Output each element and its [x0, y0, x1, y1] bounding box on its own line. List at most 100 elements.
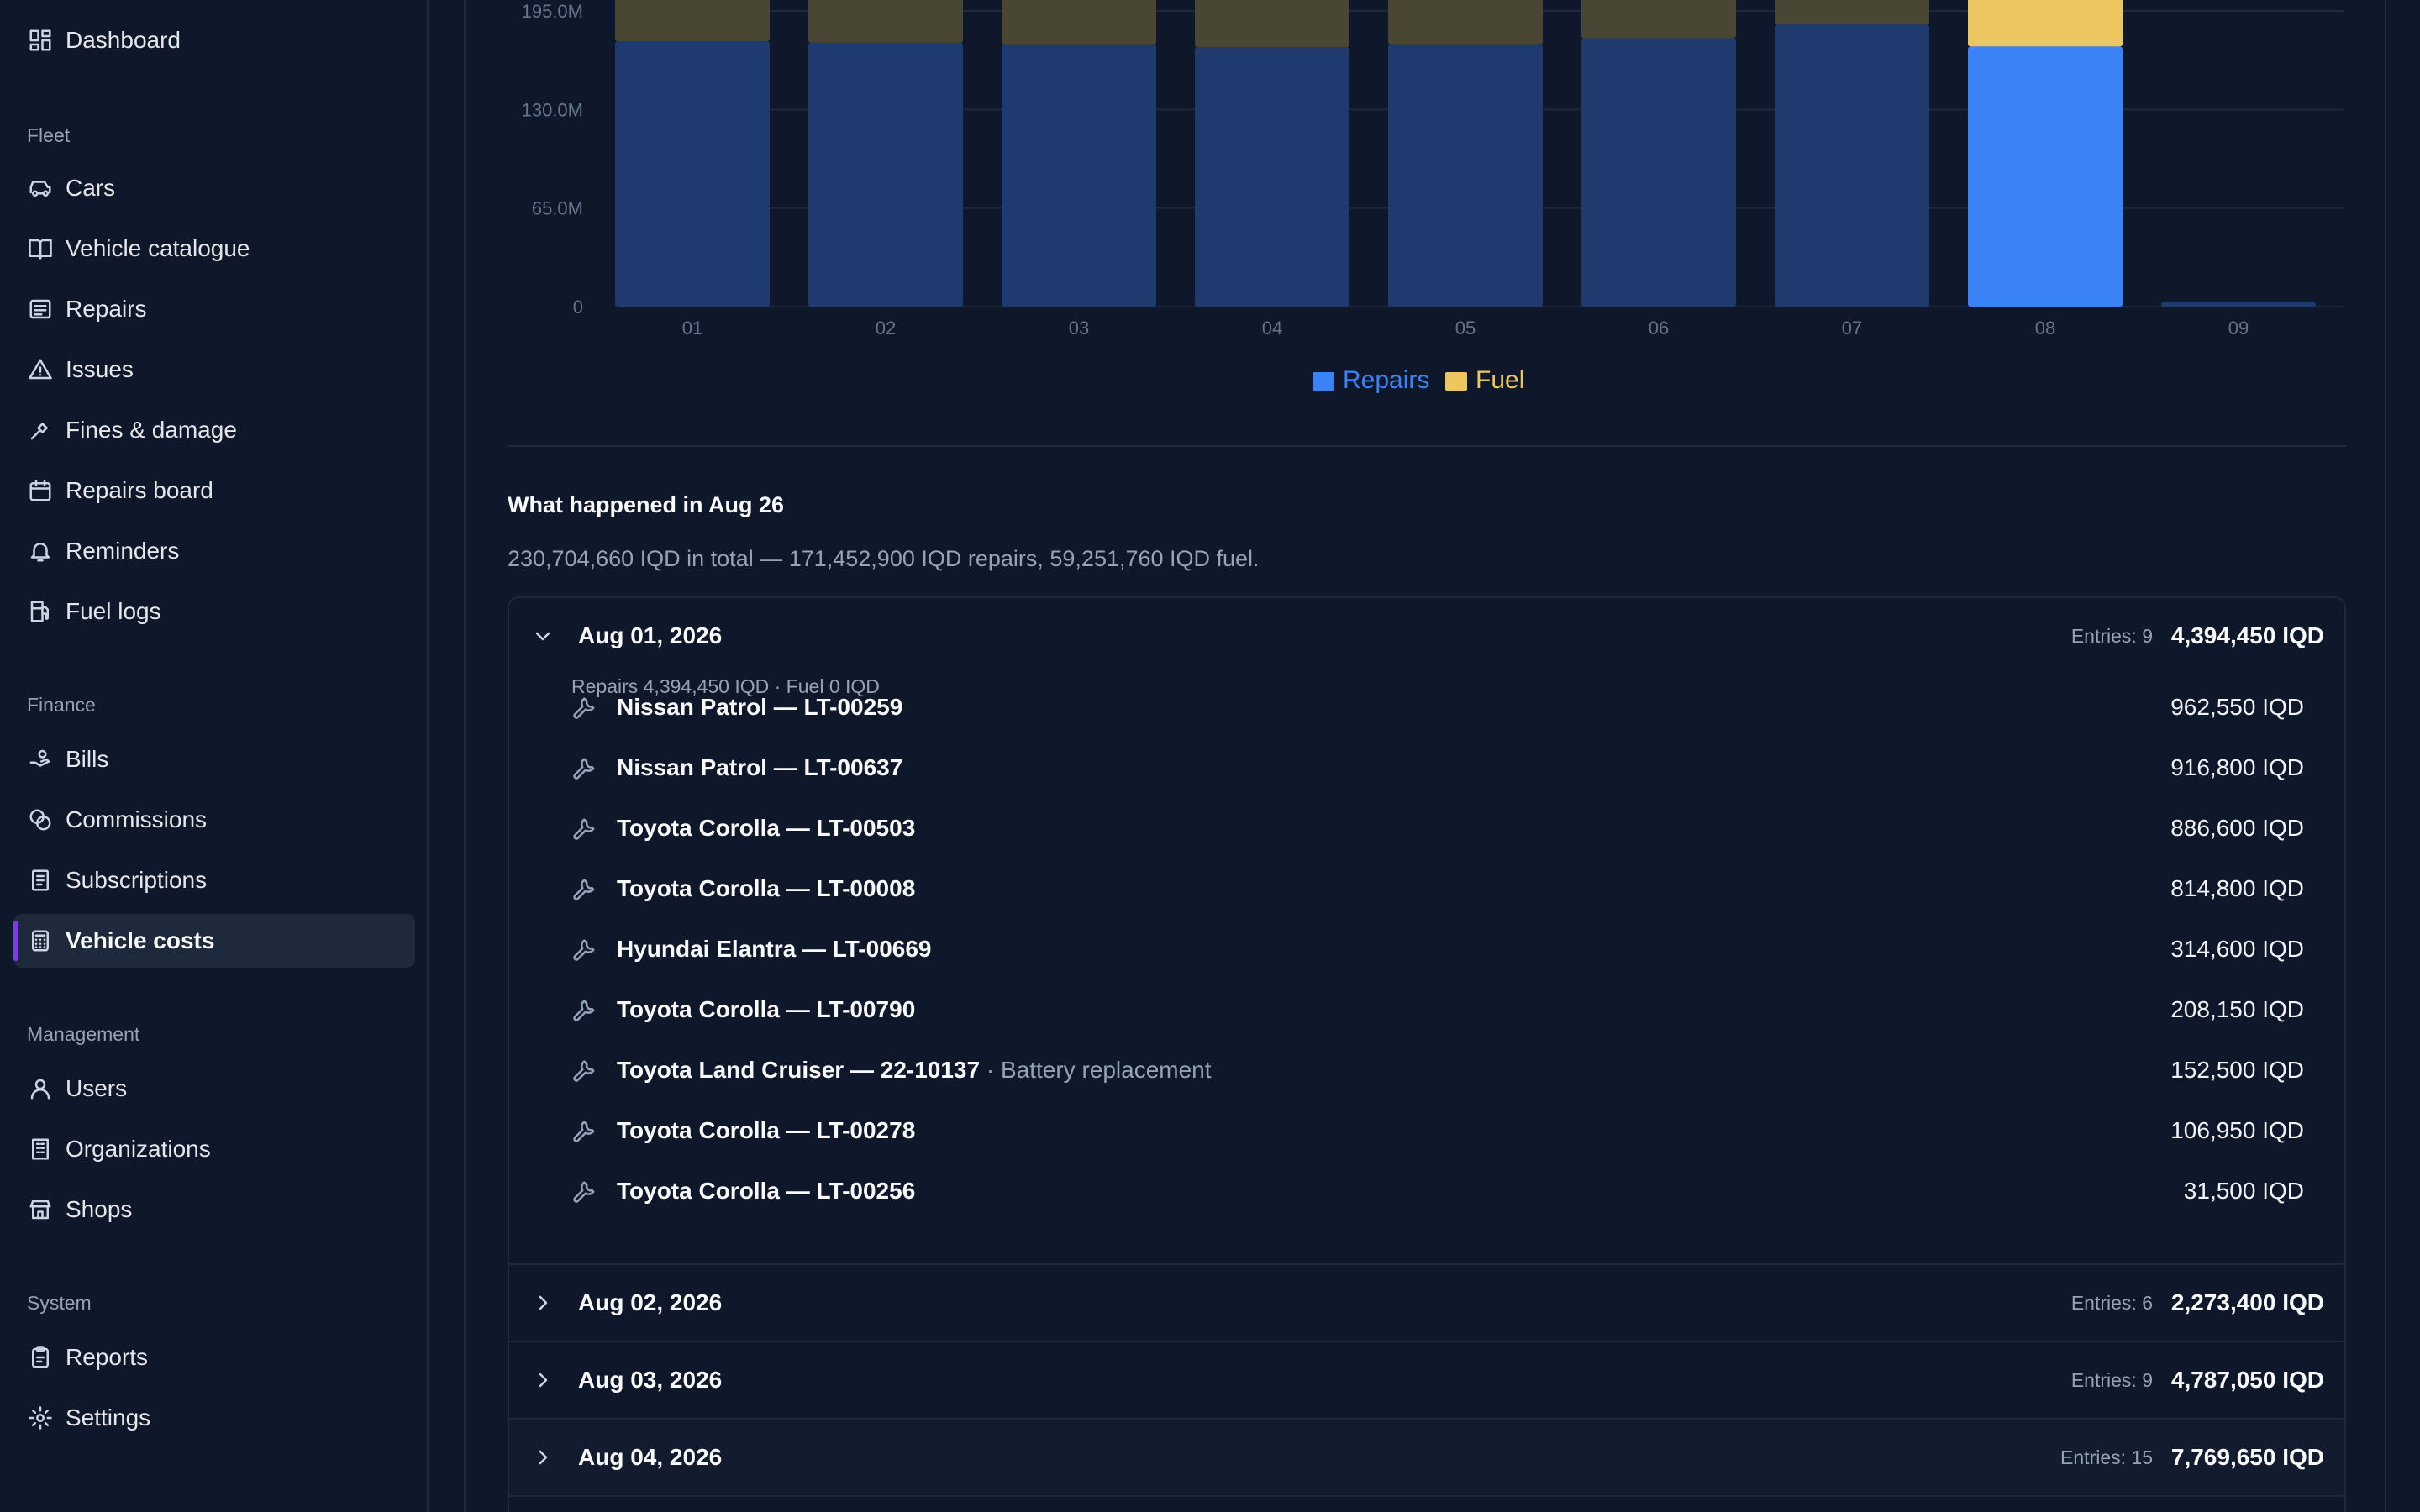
repair-entry-row[interactable]: Toyota Land Cruiser — 22-10137 · Battery… [509, 1040, 2344, 1100]
x-tick-label: 07 [1842, 318, 1862, 339]
clipboard-icon [27, 1344, 54, 1371]
bar-repairs-06 [1581, 38, 1736, 307]
summary-title: What happened in Aug 26 [508, 492, 785, 517]
sidebar-item-fines-damage[interactable]: Fines & damage [13, 403, 415, 457]
sidebar-item-reports[interactable]: Reports [13, 1331, 415, 1384]
repair-entry-row[interactable]: Toyota Corolla — LT-00503 886,600 IQD [509, 798, 2344, 858]
gavel-icon [27, 417, 54, 444]
legend-swatch-fuel [1445, 372, 1467, 391]
day-row-aug-04[interactable]: Aug 04, 2026 Entries: 15 7,769,650 IQD [509, 1420, 2344, 1495]
sidebar-item-vehicle-costs[interactable]: Vehicle costs [13, 914, 415, 968]
entry-title: Hyundai Elantra — LT-00669 [617, 936, 932, 963]
sidebar-item-vehicle-catalogue[interactable]: Vehicle catalogue [13, 222, 415, 276]
repair-entry-row[interactable]: Hyundai Elantra — LT-00669 314,600 IQD [509, 919, 2344, 979]
day-entries: Entries: 9 [2070, 624, 2153, 647]
dashboard-icon [27, 27, 54, 54]
coins-icon [27, 806, 54, 833]
chevron-right-icon[interactable] [533, 1293, 553, 1313]
sidebar-item-bills[interactable]: Bills [13, 732, 415, 786]
bar-repairs-05 [1388, 44, 1543, 307]
x-tick-label: 01 [682, 318, 702, 339]
sidebar-item-organizations[interactable]: Organizations [13, 1122, 415, 1176]
bar-repairs-01 [615, 41, 770, 307]
sidebar-item-label: Vehicle catalogue [66, 235, 250, 261]
sidebar-item-reminders[interactable]: Reminders [13, 524, 415, 578]
repair-entry-row[interactable]: Toyota Corolla — LT-00790 208,150 IQD [509, 979, 2344, 1040]
repair-entry-row[interactable]: Nissan Patrol — LT-00637 916,800 IQD [509, 738, 2344, 798]
sidebar-item-issues[interactable]: Issues [13, 343, 415, 396]
day-row-aug-02[interactable]: Aug 02, 2026 Entries: 6 2,273,400 IQD [509, 1265, 2344, 1341]
legend-swatch-repairs [1313, 372, 1334, 391]
sidebar-item-commissions[interactable]: Commissions [13, 793, 415, 847]
sidebar-item-dashboard[interactable]: Dashboard [13, 13, 415, 67]
entry-title: Toyota Corolla — LT-00503 [617, 815, 915, 842]
repair-entry-row[interactable]: Toyota Corolla — LT-00256 31,500 IQD [509, 1161, 2344, 1221]
sidebar-item-label: Dashboard [66, 27, 181, 53]
day-entries: Entries: 6 [2070, 1291, 2153, 1314]
y-tick-label: 0 [573, 297, 583, 318]
receipt-icon [27, 867, 54, 894]
y-tick-label: 130.0M [522, 99, 583, 120]
x-tick-label: 06 [1649, 318, 1669, 339]
wrench-icon [571, 816, 597, 841]
wrench-icon [571, 1179, 597, 1204]
sidebar-item-settings[interactable]: Settings [13, 1391, 415, 1445]
wrench-icon [571, 1118, 597, 1143]
sidebar-item-fuel-logs[interactable]: Fuel logs [13, 585, 415, 638]
vehicle-costs-chart: 0 65.0M 130.0M 195.0M 01 02 03 04 05 06 07 08 09 Repa… [522, 0, 2344, 394]
day-date: Aug 01, 2026 [578, 622, 723, 648]
day-row-aug-01[interactable]: Aug 01, 2026 Entries: 9 4,394,450 IQD [509, 598, 2344, 674]
sidebar-item-label: Repairs board [66, 477, 213, 503]
bar-fuel-08 [1968, 0, 2123, 47]
sidebar-item-shops[interactable]: Shops [13, 1183, 415, 1236]
section-system: System [27, 1292, 92, 1314]
calculator-icon [27, 927, 54, 954]
day-row-aug-03[interactable]: Aug 03, 2026 Entries: 9 4,787,050 IQD [509, 1342, 2344, 1418]
legend-label-fuel: Fuel [1476, 366, 1524, 394]
entry-vehicle: Nissan Patrol — LT-00259 [617, 694, 903, 720]
section-management: Management [27, 1023, 140, 1045]
divider [509, 1263, 2344, 1265]
divider [508, 445, 2346, 447]
chevron-down-icon[interactable] [533, 626, 553, 646]
sidebar-item-label: Shops [66, 1196, 133, 1222]
repair-entry-row[interactable]: Toyota Corolla — LT-00278 106,950 IQD [509, 1100, 2344, 1161]
chevron-right-icon[interactable] [533, 1370, 553, 1390]
entry-vehicle: Toyota Corolla — LT-00790 [617, 996, 916, 1022]
entry-amount: 962,550 IQD [2170, 694, 2304, 720]
day-entries: Entries: 9 [2070, 1368, 2153, 1391]
bar-repairs-08 [1968, 46, 2123, 307]
sidebar-item-cars[interactable]: Cars [13, 161, 415, 215]
entry-amount: 208,150 IQD [2170, 996, 2304, 1022]
bar-repairs-07 [1775, 24, 1929, 307]
repair-entry-row[interactable]: Nissan Patrol — LT-00259 962,550 IQD [509, 677, 2344, 738]
repair-entry-row[interactable]: Toyota Corolla — LT-00008 814,800 IQD [509, 858, 2344, 919]
x-tick-label: 05 [1455, 318, 1476, 339]
chevron-right-icon[interactable] [533, 1447, 553, 1467]
wrench-icon [571, 997, 597, 1022]
entry-amount: 152,500 IQD [2170, 1057, 2304, 1083]
sidebar-item-users[interactable]: Users [13, 1062, 415, 1116]
summary-text: 230,704,660 IQD in total — 171,452,900 I… [508, 546, 1260, 571]
entry-vehicle: Toyota Land Cruiser — 22-10137 [617, 1057, 981, 1083]
sidebar-item-subscriptions[interactable]: Subscriptions [13, 853, 415, 907]
sidebar-item-label: Settings [66, 1404, 151, 1431]
day-breakdown: Repairs 4,394,450 IQD · Fuel 0 IQD [571, 675, 880, 697]
x-tick-label: 09 [2228, 318, 2249, 339]
y-tick-label: 65.0M [532, 198, 583, 219]
entry-amount: 814,800 IQD [2170, 875, 2304, 901]
sidebar-item-repairs[interactable]: Repairs [13, 282, 415, 336]
bar-fuel-06 [1581, 0, 1736, 39]
day-date: Aug 04, 2026 [578, 1444, 723, 1470]
bar-fuel-07 [1775, 0, 1929, 25]
day-entries: Entries: 15 [2060, 1446, 2153, 1468]
fuel-pump-icon [27, 598, 54, 625]
sidebar-item-label: Commissions [66, 806, 208, 832]
entry-vehicle: Toyota Corolla — LT-00503 [617, 815, 916, 841]
calendar-icon [27, 477, 54, 504]
sidebar-item-label: Subscriptions [66, 867, 208, 893]
section-finance: Finance [27, 694, 96, 716]
sidebar-item-repairs-board[interactable]: Repairs board [13, 464, 415, 517]
gear-icon [27, 1404, 54, 1431]
day-total: 4,394,450 IQD [2170, 622, 2324, 648]
